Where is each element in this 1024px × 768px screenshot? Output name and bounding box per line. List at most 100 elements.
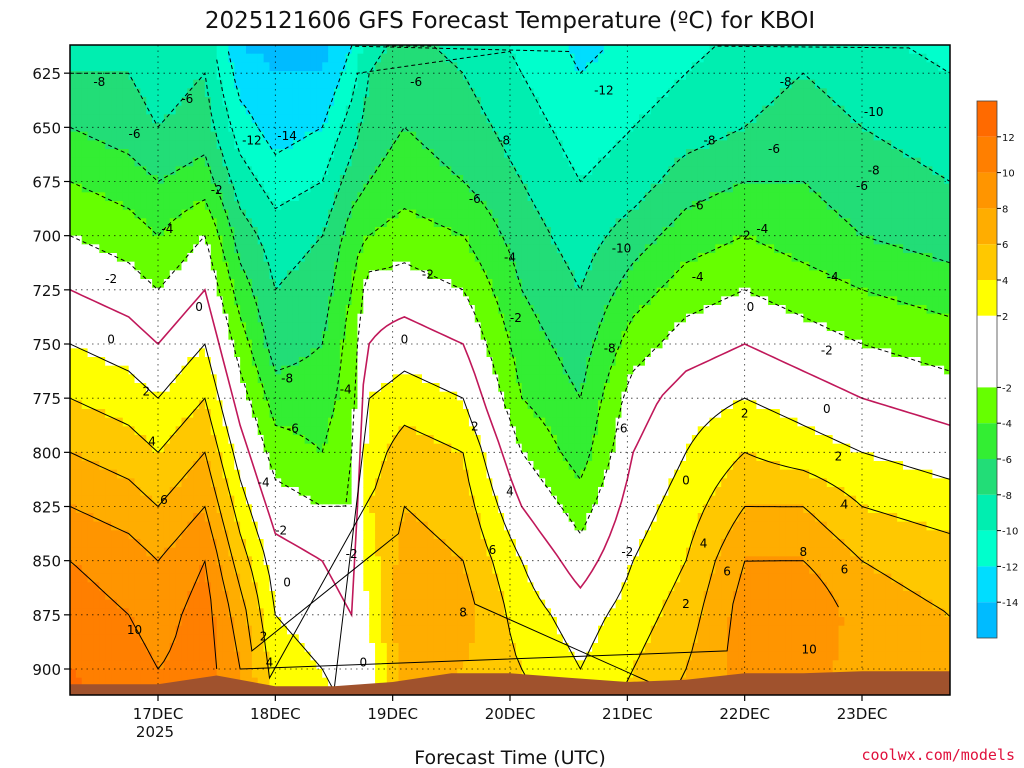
temp-cell	[81, 131, 89, 141]
temp-cell	[380, 53, 388, 63]
temp-cell	[169, 461, 177, 471]
temp-cell	[187, 296, 194, 306]
temp-cell	[445, 625, 452, 635]
temp-cell	[175, 582, 183, 592]
temp-cell	[246, 244, 253, 254]
temp-cell	[146, 313, 153, 323]
temp-cell	[193, 123, 200, 133]
temp-cell	[404, 530, 411, 540]
temp-cell	[93, 218, 100, 228]
temp-cell	[199, 166, 206, 176]
temp-cell	[193, 270, 200, 280]
temp-cell	[351, 426, 359, 436]
temp-cell	[105, 469, 112, 479]
temp-cell	[363, 71, 370, 81]
temp-cell	[240, 634, 247, 644]
temp-cell	[304, 149, 312, 159]
temp-cell	[116, 357, 124, 367]
temp-cell	[234, 331, 241, 341]
temp-cell	[427, 660, 435, 670]
temp-cell	[204, 591, 212, 601]
temp-cell	[251, 383, 259, 393]
temp-cell	[292, 348, 300, 358]
temp-cell	[416, 435, 423, 445]
temp-cell	[152, 409, 159, 419]
temp-cell	[287, 209, 294, 219]
temp-cell	[298, 513, 306, 523]
temp-cell	[122, 270, 130, 280]
temp-cell	[316, 599, 323, 609]
temp-cell	[287, 391, 294, 401]
temp-cell	[322, 504, 329, 514]
temp-cell	[111, 62, 118, 72]
temp-cell	[234, 660, 241, 670]
temp-cell	[222, 348, 229, 358]
temp-cell	[99, 88, 106, 98]
temp-cell	[316, 166, 323, 176]
temp-cell	[163, 339, 171, 349]
temp-cell	[105, 62, 112, 72]
temp-cell	[339, 209, 347, 219]
temp-cell	[398, 365, 405, 375]
temp-cell	[363, 166, 370, 176]
temp-cell	[380, 513, 388, 523]
temp-cell	[216, 244, 224, 254]
temp-cell	[457, 114, 464, 124]
temp-cell	[375, 409, 382, 419]
temp-cell	[75, 374, 83, 384]
temp-cell	[193, 201, 200, 211]
temp-cell	[122, 348, 130, 358]
temp-cell	[246, 469, 253, 479]
temp-cell	[457, 261, 464, 271]
temp-cell	[427, 539, 435, 549]
temp-cell	[263, 452, 271, 462]
temp-cell	[410, 547, 417, 557]
temp-cell	[375, 244, 382, 254]
temp-cell	[386, 391, 394, 401]
temp-cell	[451, 487, 458, 497]
temp-cell	[251, 452, 259, 462]
temp-cell	[146, 435, 153, 445]
temp-cell	[87, 452, 95, 462]
temp-cell	[93, 348, 100, 358]
temp-cell	[357, 478, 364, 488]
temp-cell	[392, 547, 400, 557]
temp-cell	[275, 504, 282, 514]
temp-cell	[422, 227, 429, 237]
temp-cell	[169, 357, 177, 367]
temp-cell	[228, 149, 235, 159]
temp-cell	[287, 521, 294, 531]
temp-cell	[246, 582, 253, 592]
temp-cell	[445, 530, 452, 540]
temp-cell	[433, 643, 441, 653]
temp-cell	[222, 660, 229, 670]
temp-cell	[187, 79, 194, 89]
temp-cell	[310, 140, 317, 150]
temp-cell	[134, 296, 141, 306]
temp-cell	[410, 539, 417, 549]
temp-cell	[116, 539, 124, 549]
temp-cell	[386, 166, 394, 176]
temp-cell	[310, 660, 317, 670]
temp-cell	[216, 409, 224, 419]
temp-cell	[70, 105, 77, 115]
temp-cell	[328, 365, 335, 375]
temp-cell	[146, 287, 153, 297]
temp-cell	[105, 45, 112, 55]
temp-cell	[439, 88, 447, 98]
temp-cell	[357, 261, 364, 271]
temp-cell	[181, 331, 188, 341]
temp-cell	[222, 287, 229, 297]
temp-cell	[328, 287, 335, 297]
temp-cell	[357, 140, 364, 150]
temp-cell	[81, 322, 89, 332]
temp-cell	[375, 573, 382, 583]
temp-cell	[363, 123, 370, 133]
temp-cell	[386, 331, 394, 341]
temp-cell	[187, 417, 194, 427]
temp-cell	[181, 504, 188, 514]
temp-cell	[70, 261, 77, 271]
temp-cell	[281, 227, 288, 237]
temp-cell	[216, 45, 224, 55]
temp-cell	[410, 140, 417, 150]
